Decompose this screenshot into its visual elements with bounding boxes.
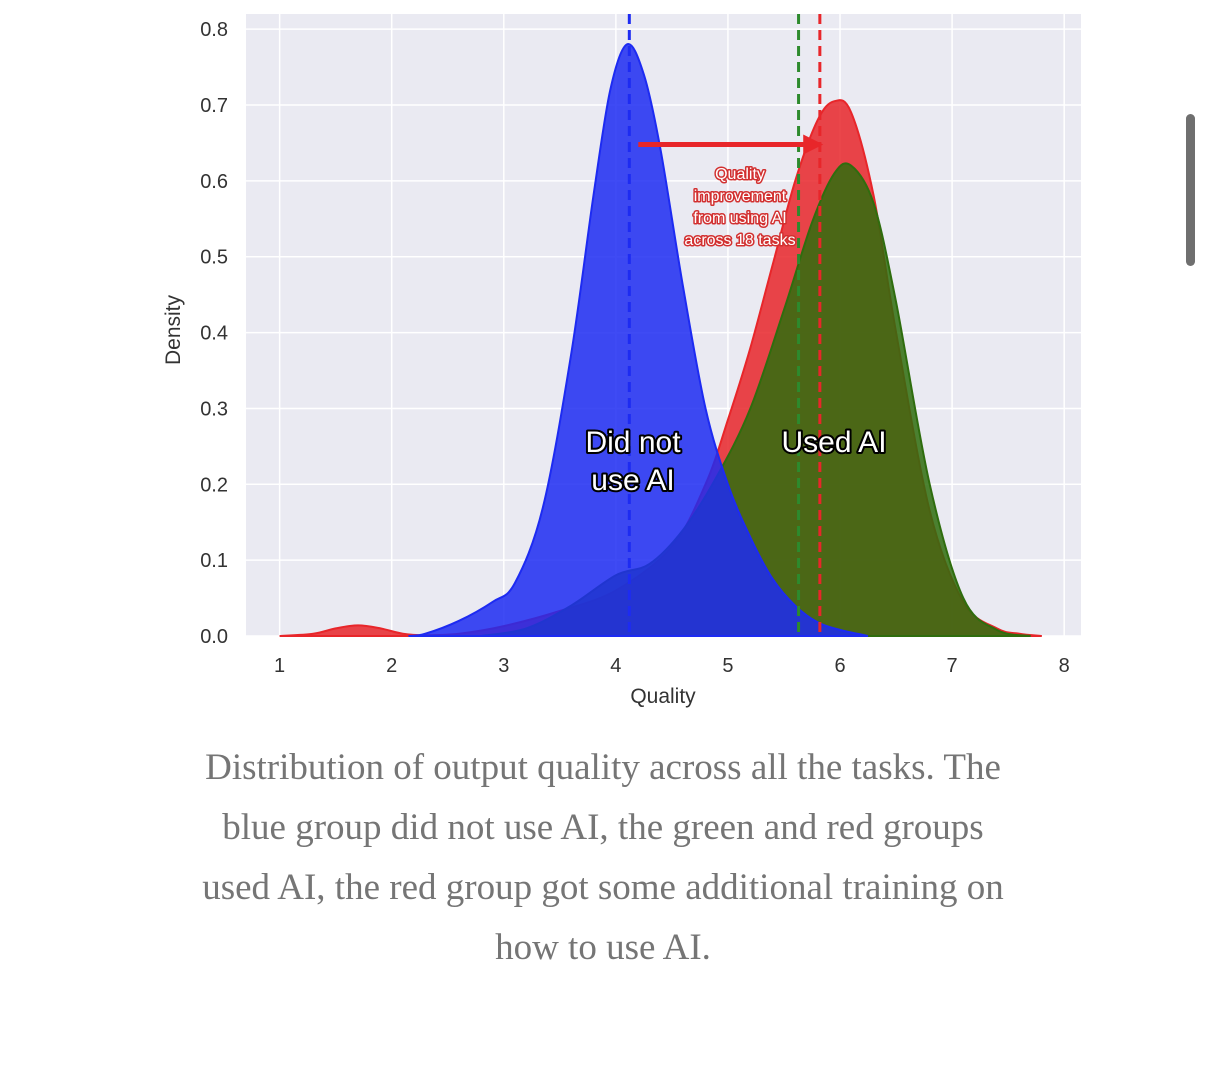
improvement-label-line: improvement: [694, 188, 787, 205]
density-chart: 1 2 3 4 5 6 7 8 0.0 0.1 0.2 0.3 0.4 0.5 0.6 0.7 0.8 Qua…: [162, 14, 1081, 708]
y-tick-label: 0.3: [200, 398, 228, 420]
y-tick-label: 0.2: [200, 474, 228, 496]
x-axis-label: Quality: [630, 685, 696, 708]
x-tick-label: 4: [610, 655, 621, 677]
x-tick-label: 7: [947, 655, 958, 677]
y-tick-label: 0.7: [200, 95, 228, 117]
improvement-label-line: across 18 tasks: [684, 232, 795, 249]
x-tick-label: 6: [834, 655, 845, 677]
x-tick-label: 2: [386, 655, 397, 677]
x-tick-label: 3: [498, 655, 509, 677]
did-not-use-ai-label-line: Did not: [585, 426, 681, 459]
y-tick-label: 0.1: [200, 550, 228, 572]
y-tick-label: 0.5: [200, 247, 228, 269]
density-areas: [279, 43, 1042, 637]
y-tick-label: 0.4: [200, 323, 228, 345]
x-tick-label: 8: [1059, 655, 1070, 677]
mean-lines: [627, 14, 822, 636]
x-tick-label: 1: [274, 655, 285, 677]
annotations: Quality improvement from using AI across 18…: [583, 134, 889, 499]
did-not-use-ai-label-line: use AI: [591, 464, 674, 497]
scrollbar-thumb[interactable]: [1186, 114, 1195, 266]
figure-caption: Distribution of output quality across al…: [202, 747, 1004, 968]
improvement-label-line: from using AI: [693, 210, 786, 227]
improvement-arrow-head: [803, 134, 824, 155]
y-tick-labels: 0.0 0.1 0.2 0.3 0.4 0.5 0.6 0.7 0.8: [200, 19, 228, 648]
improvement-label-line: Quality: [715, 166, 765, 183]
density-area-series-2: [408, 43, 869, 637]
used-ai-label: Used AI: [781, 426, 886, 459]
y-tick-label: 0.0: [200, 626, 228, 648]
y-axis-label: Density: [162, 294, 185, 365]
x-tick-label: 5: [722, 655, 733, 677]
y-tick-label: 0.8: [200, 19, 228, 41]
y-tick-label: 0.6: [200, 171, 228, 193]
x-tick-labels: 1 2 3 4 5 6 7 8: [274, 655, 1070, 677]
